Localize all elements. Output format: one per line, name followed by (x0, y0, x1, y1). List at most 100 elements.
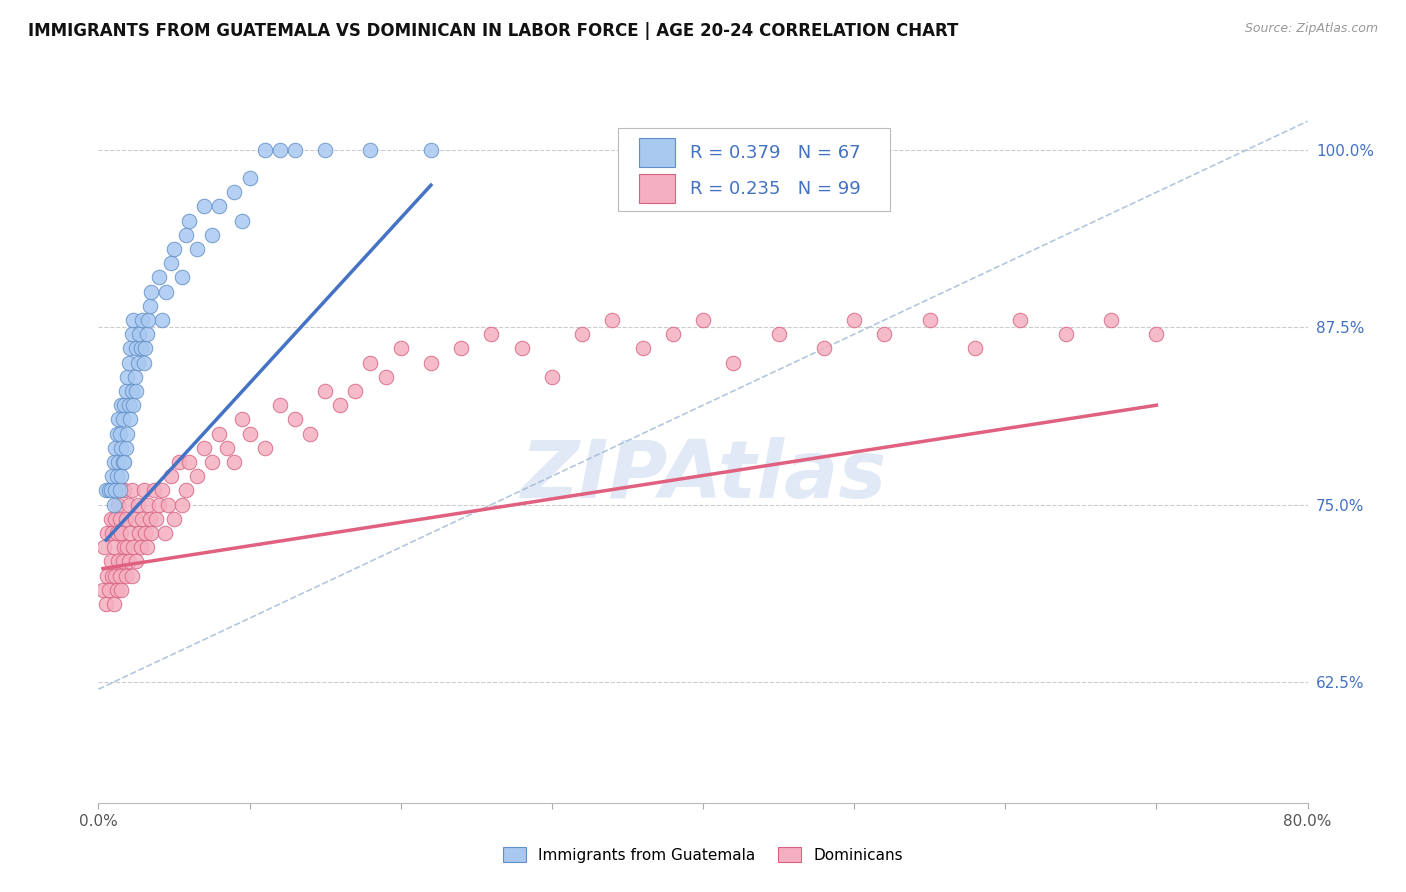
Point (160, 256, 183, 270)
Point (179, 455, 201, 469)
Point (105, 469, 128, 483)
Point (139, 299, 162, 313)
Point (631, 342, 654, 356)
Point (120, 412, 142, 426)
Point (481, 327, 503, 342)
Point (125, 384, 148, 398)
Point (136, 498, 159, 512)
Point (918, 313, 941, 327)
FancyBboxPatch shape (638, 138, 675, 168)
Point (143, 483, 166, 498)
Point (121, 384, 143, 398)
Point (571, 327, 593, 342)
Point (124, 369, 146, 384)
Point (155, 285, 177, 299)
Point (96, 526, 118, 541)
Point (108, 512, 131, 526)
Point (112, 483, 135, 498)
Point (104, 483, 127, 498)
Point (103, 498, 125, 512)
Point (1144, 327, 1167, 342)
Point (150, 483, 173, 498)
Point (269, 398, 291, 412)
Point (122, 398, 145, 412)
Point (231, 412, 253, 426)
Point (201, 227, 224, 242)
Point (108, 568, 131, 582)
Point (122, 313, 145, 327)
Point (510, 342, 533, 356)
Point (98, 582, 121, 597)
Point (108, 426, 131, 441)
Point (150, 313, 173, 327)
Point (239, 426, 262, 441)
Point (96, 568, 118, 582)
Point (131, 313, 153, 327)
Point (114, 384, 136, 398)
Point (100, 512, 122, 526)
Point (450, 342, 472, 356)
Point (111, 554, 134, 568)
Point (224, 186, 246, 200)
Point (253, 441, 276, 455)
Point (1010, 313, 1032, 327)
Point (135, 327, 157, 342)
Point (253, 143, 276, 157)
Point (122, 540, 145, 554)
Point (115, 540, 138, 554)
Point (420, 356, 443, 370)
Point (121, 483, 143, 498)
Point (104, 512, 127, 526)
Point (163, 242, 186, 256)
Point (107, 498, 129, 512)
Text: Source: ZipAtlas.com: Source: ZipAtlas.com (1244, 22, 1378, 36)
Point (134, 342, 156, 356)
Point (174, 483, 197, 498)
Point (163, 512, 186, 526)
Point (127, 356, 149, 370)
Point (111, 455, 134, 469)
Point (107, 554, 129, 568)
Point (120, 526, 142, 541)
Point (105, 582, 128, 597)
Point (174, 227, 197, 242)
Point (420, 143, 443, 157)
Point (170, 498, 193, 512)
Point (118, 356, 141, 370)
Point (540, 369, 562, 384)
Point (114, 441, 136, 455)
Point (132, 483, 155, 498)
Point (1099, 313, 1122, 327)
Point (844, 313, 866, 327)
Point (124, 512, 146, 526)
FancyBboxPatch shape (638, 174, 675, 203)
Point (131, 512, 153, 526)
Point (107, 455, 129, 469)
Point (103, 597, 125, 611)
Point (208, 199, 231, 213)
Text: ZIPAtlas: ZIPAtlas (520, 437, 886, 515)
Point (115, 426, 138, 441)
Point (179, 213, 201, 227)
Point (121, 327, 143, 342)
Point (193, 441, 215, 455)
Point (215, 441, 238, 455)
Point (100, 554, 122, 568)
Point (93, 540, 115, 554)
Point (662, 327, 685, 342)
Point (118, 498, 141, 512)
Point (112, 540, 135, 554)
Point (94, 597, 117, 611)
Point (103, 540, 125, 554)
Point (94, 483, 117, 498)
Point (692, 313, 714, 327)
Point (120, 342, 142, 356)
Legend: Immigrants from Guatemala, Dominicans: Immigrants from Guatemala, Dominicans (496, 840, 910, 869)
Point (110, 441, 132, 455)
Point (128, 526, 150, 541)
Point (193, 199, 215, 213)
Point (98, 483, 121, 498)
Point (329, 398, 352, 412)
Point (813, 342, 835, 356)
Point (121, 568, 143, 582)
